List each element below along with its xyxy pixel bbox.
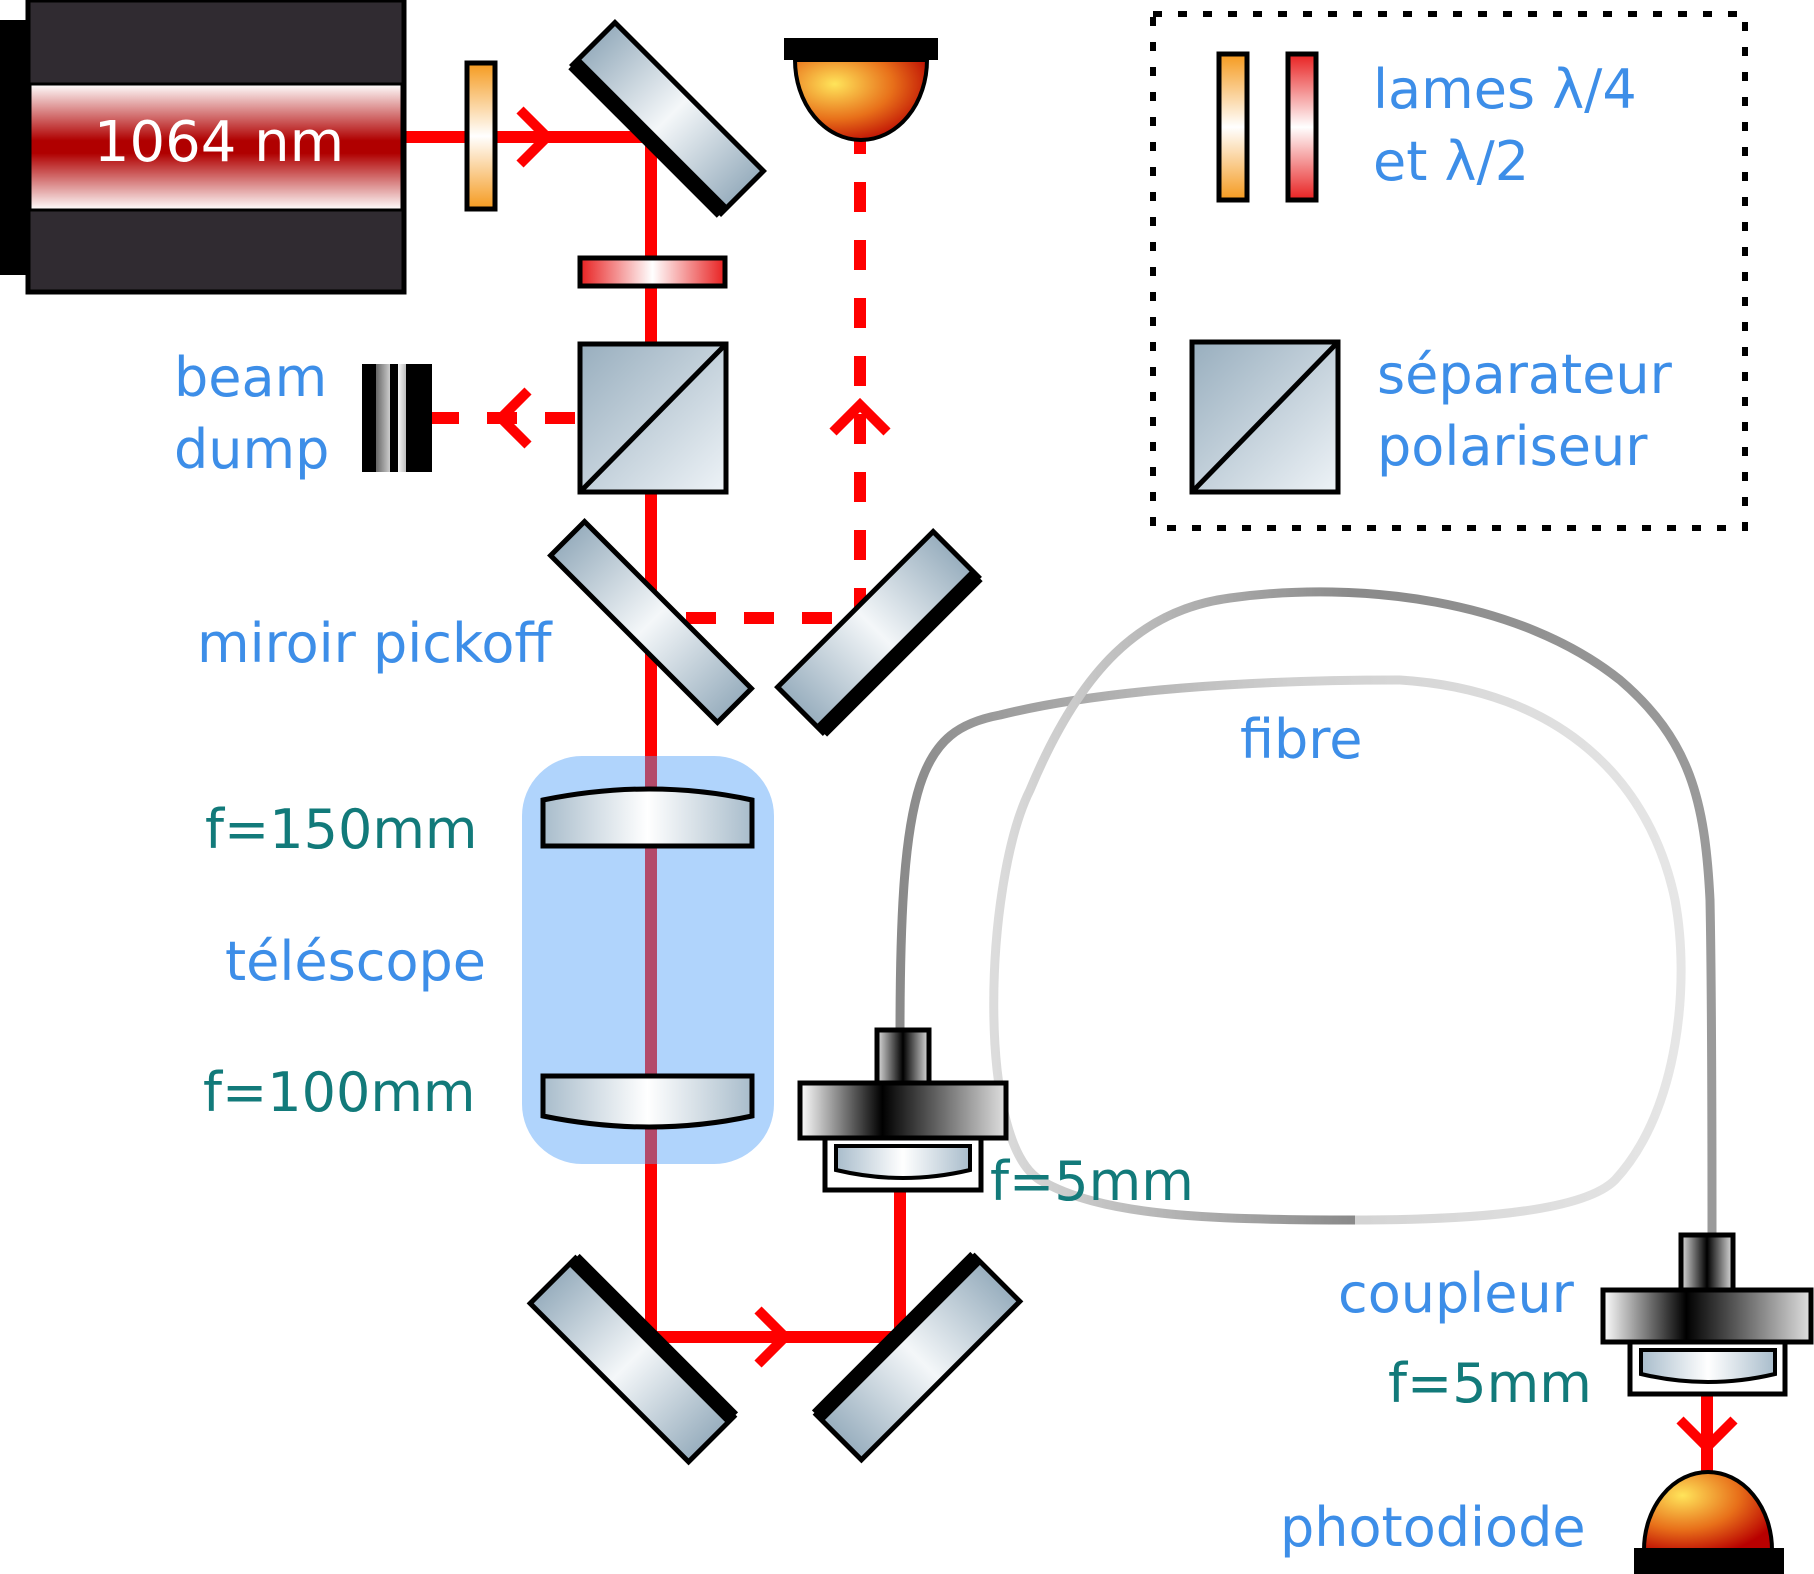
reference-photodiode [784,38,938,142]
fiber-coupler [1600,1232,1814,1397]
legend-waveplates-label-2: et λ/2 [1373,130,1529,193]
fiber-strand-left [895,675,1686,1225]
legend-splitter-icon [1189,339,1341,495]
legend-quarter-wave-icon [1216,51,1250,203]
arrow-up-icon [829,397,891,436]
legend-splitter-label-2: polariseur [1377,415,1648,478]
beam-dump [362,364,432,472]
coupler-focal-label: f=5mm [1388,1352,1592,1415]
coupler-label: coupleur [1338,1262,1575,1325]
polarizing-beam-splitter [577,341,729,495]
lens-100mm-label: f=100mm [203,1061,476,1124]
arrow-right-icon [754,1306,793,1368]
mirror-pickoff-redirect [774,528,983,737]
beam-dump-label-1: beam [174,346,327,409]
fiber-strand-right [989,587,1717,1239]
legend-box [1150,11,1748,531]
fiber-collimator [797,1027,1009,1193]
laser-wavelength: 1064 nm [94,110,344,175]
arrow-left-icon [493,387,532,449]
mirror-bottom-left [526,1253,739,1466]
collimator-focal-label: f=5mm [990,1150,1194,1213]
lens-100mm [540,1073,755,1130]
beam-dump-label-2: dump [174,418,329,481]
photodiode-label: photodiode [1280,1496,1586,1559]
legend-waveplates-label-1: lames λ/4 [1373,58,1637,121]
mirror-top [568,19,767,218]
lens-150mm-label: f=150mm [205,798,478,861]
arrow-right-icon [516,106,555,168]
laser-stripe [28,82,404,212]
telescope-label: téléscope [225,930,486,993]
legend-splitter-label-1: séparateur [1377,343,1673,406]
quarter-wave-plate [464,60,498,212]
legend-half-wave-icon [1285,51,1319,203]
mirror-bottom-right [811,1251,1024,1464]
photodiode [1634,1470,1784,1574]
pickoff-mirror [547,518,755,726]
fiber-label: fibre [1240,708,1363,771]
pickoff-label: miroir pickoff [197,612,553,675]
arrow-down-icon [1676,1416,1738,1455]
half-wave-plate [577,255,728,289]
lens-150mm [540,786,755,849]
